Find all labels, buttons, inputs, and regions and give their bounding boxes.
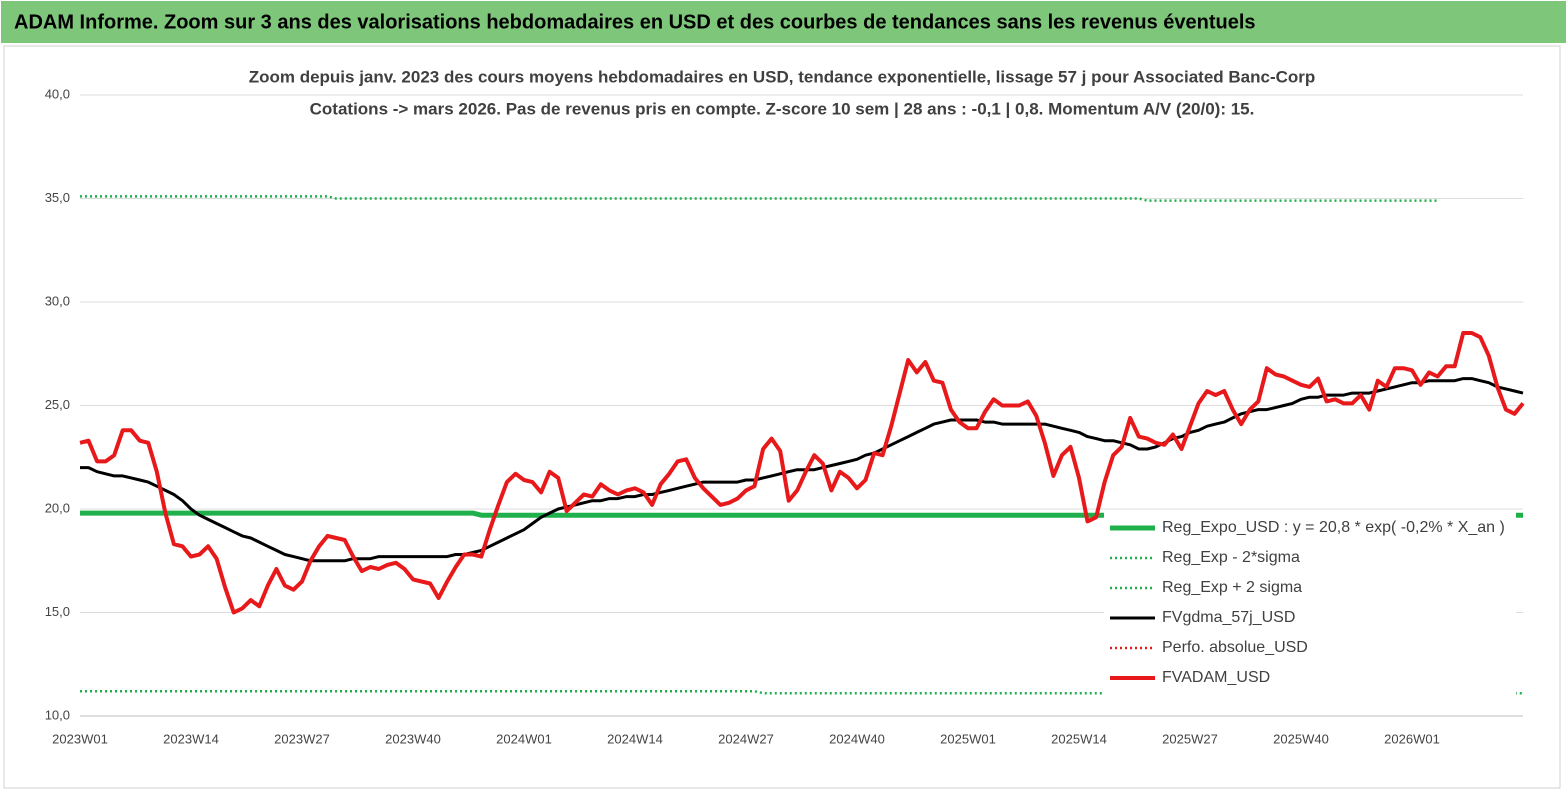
chart-border xyxy=(3,45,1561,789)
series-line xyxy=(80,689,1523,695)
x-tick-label: 2025W40 xyxy=(1273,731,1329,746)
y-tick-label: 35,0 xyxy=(45,190,70,205)
series-line xyxy=(79,331,1525,615)
legend-label: Perfo. absolue_USD xyxy=(1162,639,1308,656)
x-tick-label: 2024W14 xyxy=(607,731,663,746)
header-bar xyxy=(1,1,1566,43)
x-tick-label: 2023W27 xyxy=(274,731,330,746)
y-tick-label: 25,0 xyxy=(45,397,70,412)
y-tick-label: 20,0 xyxy=(45,500,70,515)
header-title: ADAM Informe. Zoom sur 3 ans des valoris… xyxy=(14,11,1256,33)
x-tick-label: 2023W40 xyxy=(385,731,441,746)
y-tick-label: 15,0 xyxy=(45,604,70,619)
y-tick-label: 30,0 xyxy=(45,293,70,308)
legend-label: FVADAM_USD xyxy=(1162,669,1270,686)
x-tick-label: 2026W01 xyxy=(1384,731,1440,746)
x-tick-label: 2023W01 xyxy=(52,731,108,746)
x-tick-label: 2024W27 xyxy=(718,731,774,746)
y-tick-label: 10,0 xyxy=(45,707,70,722)
legend-label: Reg_Expo_USD : y = 20,8 * exp( -0,2% * X… xyxy=(1162,519,1505,536)
legend-label: FVgdma_57j_USD xyxy=(1162,609,1295,626)
chart-title: Zoom depuis janv. 2023 des cours moyens … xyxy=(249,67,1316,86)
y-tick-label: 40,0 xyxy=(45,86,70,101)
x-tick-label: 2024W01 xyxy=(496,731,552,746)
legend-label: Reg_Exp - 2*sigma xyxy=(1162,549,1300,566)
x-tick-label: 2025W01 xyxy=(940,731,996,746)
chart-subtitle: Cotations -> mars 2026. Pas de revenus p… xyxy=(310,99,1255,118)
x-tick-label: 2025W27 xyxy=(1162,731,1218,746)
legend-label: Reg_Exp + 2 sigma xyxy=(1162,579,1302,596)
x-tick-label: 2025W14 xyxy=(1051,731,1107,746)
series-line xyxy=(80,377,1524,563)
legend-box xyxy=(1104,512,1516,696)
x-tick-label: 2024W40 xyxy=(829,731,885,746)
x-tick-label: 2023W14 xyxy=(163,731,219,746)
series-line xyxy=(80,195,1438,202)
